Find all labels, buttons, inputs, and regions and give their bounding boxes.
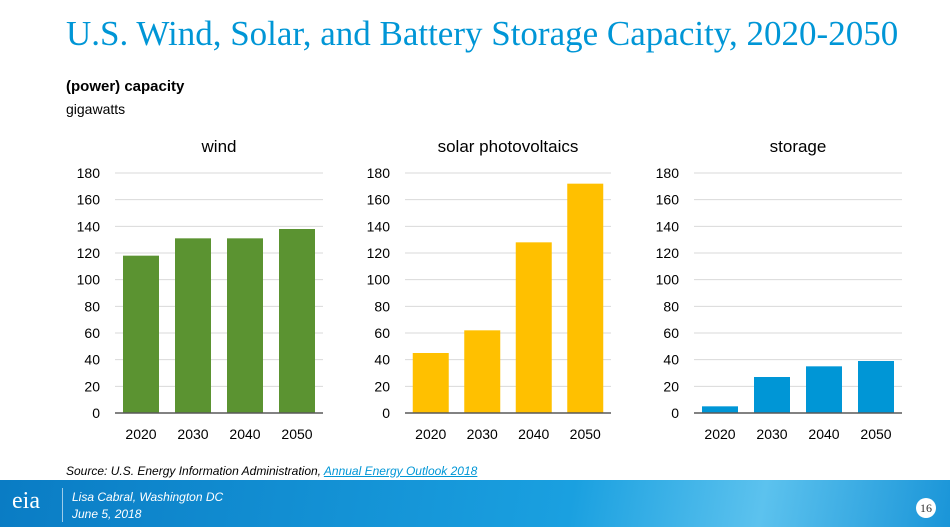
y-tick-label: 140: [77, 218, 101, 234]
y-tick-label: 160: [77, 192, 101, 208]
y-tick-label: 60: [663, 325, 679, 341]
bar-2030: [175, 238, 211, 413]
y-tick-label: 160: [656, 192, 680, 208]
y-tick-label: 100: [367, 272, 391, 288]
x-tick-label: 2040: [518, 426, 549, 442]
chart-title: wind: [201, 137, 237, 156]
x-tick-label: 2020: [125, 426, 156, 442]
y-tick-label: 160: [367, 192, 391, 208]
presentation-date: June 5, 2018: [72, 507, 142, 521]
x-tick-label: 2030: [467, 426, 498, 442]
y-tick-label: 180: [656, 165, 680, 181]
x-tick-label: 2040: [229, 426, 260, 442]
y-tick-label: 0: [382, 405, 390, 421]
y-tick-label: 20: [374, 378, 390, 394]
y-tick-label: 140: [656, 218, 680, 234]
y-tick-label: 120: [367, 245, 391, 261]
chart-subtitle: (power) capacity: [66, 78, 185, 95]
y-tick-label: 0: [92, 405, 100, 421]
y-tick-label: 40: [374, 352, 390, 368]
bar-2050: [279, 229, 315, 413]
x-tick-label: 2040: [808, 426, 839, 442]
bar-2050: [567, 183, 604, 413]
footer-bar: eia Lisa Cabral, Washington DC June 5, 2…: [0, 480, 950, 527]
presenter: Lisa Cabral, Washington DC: [72, 490, 224, 504]
y-tick-label: 40: [663, 352, 679, 368]
bar-2020: [412, 353, 449, 413]
chart-title: solar photovoltaics: [438, 137, 579, 156]
unit-label: gigawatts: [66, 101, 126, 117]
y-tick-label: 140: [367, 218, 391, 234]
x-tick-label: 2020: [704, 426, 735, 442]
x-tick-label: 2050: [860, 426, 891, 442]
x-tick-label: 2050: [281, 426, 312, 442]
source-note: Source: U.S. Energy Information Administ…: [66, 464, 477, 478]
y-tick-label: 60: [84, 325, 100, 341]
y-tick-label: 40: [84, 352, 100, 368]
bar-2040: [515, 242, 552, 413]
y-tick-label: 0: [671, 405, 679, 421]
page-title: U.S. Wind, Solar, and Battery Storage Ca…: [66, 14, 899, 53]
y-tick-label: 80: [663, 298, 679, 314]
page-number: 16: [916, 498, 936, 518]
x-tick-label: 2030: [177, 426, 208, 442]
source-link[interactable]: Annual Energy Outlook 2018: [323, 464, 478, 478]
y-tick-label: 120: [656, 245, 680, 261]
bar-2040: [227, 238, 263, 413]
footer-divider: [62, 488, 63, 522]
eia-logo: eia: [12, 488, 40, 514]
bar-2050: [858, 361, 894, 413]
x-tick-label: 2050: [570, 426, 601, 442]
source-text: Source: U.S. Energy Information Administ…: [66, 464, 324, 478]
bar-2020: [123, 255, 159, 413]
x-tick-label: 2020: [415, 426, 446, 442]
y-tick-label: 80: [84, 298, 100, 314]
y-tick-label: 80: [374, 298, 390, 314]
y-tick-label: 20: [663, 378, 679, 394]
x-tick-label: 2030: [756, 426, 787, 442]
bar-2020: [702, 406, 738, 413]
y-tick-label: 60: [374, 325, 390, 341]
y-tick-label: 20: [84, 378, 100, 394]
bar-2030: [754, 377, 790, 413]
bar-2030: [464, 330, 501, 413]
y-tick-label: 100: [656, 272, 680, 288]
y-tick-label: 120: [77, 245, 101, 261]
bar-2040: [806, 366, 842, 413]
y-tick-label: 180: [77, 165, 101, 181]
y-tick-label: 180: [367, 165, 391, 181]
chart-title: storage: [770, 137, 827, 156]
y-tick-label: 100: [77, 272, 101, 288]
